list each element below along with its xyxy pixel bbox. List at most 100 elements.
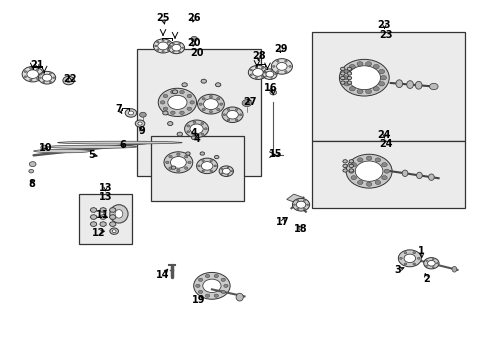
Circle shape: [202, 98, 205, 100]
Circle shape: [412, 252, 415, 254]
Circle shape: [412, 263, 415, 265]
Circle shape: [176, 169, 180, 172]
Circle shape: [366, 156, 371, 160]
Circle shape: [178, 51, 180, 53]
Circle shape: [163, 152, 192, 173]
Circle shape: [169, 47, 171, 48]
Circle shape: [37, 78, 39, 80]
Circle shape: [276, 63, 286, 70]
Text: 24: 24: [377, 130, 390, 140]
Polygon shape: [342, 159, 346, 163]
Text: 19: 19: [192, 295, 205, 305]
Circle shape: [172, 44, 181, 51]
Ellipse shape: [427, 174, 433, 180]
Circle shape: [239, 114, 242, 116]
Circle shape: [158, 88, 196, 117]
Text: 16: 16: [264, 83, 277, 93]
Polygon shape: [348, 169, 353, 172]
Polygon shape: [109, 222, 116, 226]
Circle shape: [348, 86, 355, 91]
Circle shape: [272, 66, 274, 67]
Polygon shape: [215, 83, 221, 87]
Circle shape: [170, 111, 175, 114]
Circle shape: [235, 109, 237, 111]
Polygon shape: [100, 215, 106, 219]
Circle shape: [156, 41, 159, 43]
Circle shape: [158, 42, 168, 50]
Polygon shape: [342, 169, 346, 172]
Text: 20: 20: [187, 38, 201, 48]
Circle shape: [226, 175, 228, 176]
Circle shape: [366, 182, 371, 186]
Circle shape: [169, 45, 171, 47]
Ellipse shape: [401, 170, 407, 176]
Circle shape: [49, 73, 51, 74]
Text: 22: 22: [62, 75, 76, 85]
Circle shape: [342, 76, 347, 80]
Text: 8: 8: [28, 179, 35, 189]
Circle shape: [221, 173, 222, 174]
Circle shape: [202, 170, 204, 172]
Polygon shape: [346, 72, 351, 75]
Circle shape: [167, 41, 169, 43]
Circle shape: [276, 60, 279, 62]
Circle shape: [347, 66, 380, 90]
Circle shape: [198, 278, 203, 282]
Text: 27: 27: [243, 97, 257, 107]
Polygon shape: [182, 83, 187, 87]
Circle shape: [261, 67, 263, 69]
Circle shape: [348, 64, 355, 69]
Circle shape: [378, 69, 384, 74]
Circle shape: [425, 260, 427, 261]
Circle shape: [303, 200, 305, 201]
Circle shape: [128, 111, 133, 115]
Polygon shape: [346, 76, 351, 80]
Circle shape: [249, 74, 252, 76]
Polygon shape: [90, 222, 97, 226]
Circle shape: [53, 77, 55, 78]
Circle shape: [255, 77, 257, 78]
Circle shape: [416, 257, 419, 259]
Circle shape: [249, 69, 252, 71]
Polygon shape: [201, 79, 206, 83]
Circle shape: [216, 98, 220, 100]
Circle shape: [170, 90, 175, 94]
Circle shape: [219, 166, 233, 176]
Circle shape: [296, 201, 305, 208]
Circle shape: [265, 71, 273, 77]
Circle shape: [350, 163, 356, 167]
Ellipse shape: [451, 266, 456, 272]
Circle shape: [221, 290, 225, 293]
Circle shape: [29, 170, 34, 173]
Bar: [79, 194, 132, 243]
Circle shape: [182, 47, 183, 48]
Circle shape: [372, 86, 379, 91]
Circle shape: [201, 162, 212, 170]
Circle shape: [216, 108, 220, 111]
Circle shape: [296, 208, 298, 210]
Text: 9: 9: [138, 126, 144, 136]
Circle shape: [196, 158, 217, 174]
Circle shape: [187, 161, 191, 164]
Text: 1: 1: [418, 246, 425, 256]
Circle shape: [135, 120, 144, 127]
Circle shape: [219, 103, 223, 105]
Circle shape: [274, 73, 276, 75]
Circle shape: [374, 180, 380, 185]
Polygon shape: [90, 208, 97, 212]
Circle shape: [27, 70, 39, 78]
Circle shape: [30, 79, 32, 81]
Text: 28: 28: [251, 51, 265, 61]
Bar: [311, 32, 464, 141]
Circle shape: [193, 134, 196, 136]
Circle shape: [37, 68, 39, 71]
Polygon shape: [171, 166, 176, 169]
Circle shape: [201, 122, 203, 125]
Circle shape: [288, 66, 291, 67]
Ellipse shape: [34, 149, 91, 153]
Polygon shape: [286, 194, 303, 205]
Polygon shape: [100, 222, 106, 226]
Ellipse shape: [416, 172, 422, 179]
Polygon shape: [348, 164, 353, 167]
Circle shape: [190, 124, 203, 134]
